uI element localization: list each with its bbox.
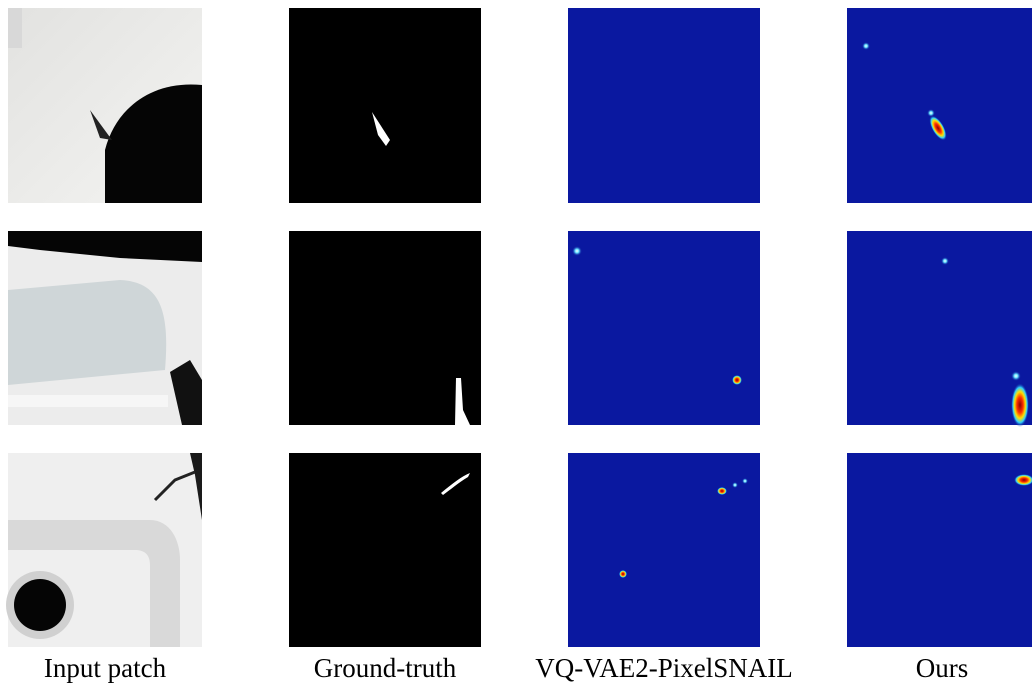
column-label: Ours [916,653,969,683]
page: Input patch Ground-truth VQ-VAE2-PixelSN… [0,0,1032,687]
ours-map-1 [847,8,1032,203]
column-label: Input patch [44,653,167,683]
ours-map-2 [847,231,1032,427]
ground-truth-3 [289,453,481,647]
input-patch-3 [6,453,202,647]
figure: Input patch Ground-truth VQ-VAE2-PixelSN… [0,0,1032,687]
baseline-map-2 [568,231,760,425]
ground-truth-1 [289,8,481,203]
input-patch-1 [8,8,202,203]
column-label: Ground-truth [314,653,457,683]
column-label: VQ-VAE2-PixelSNAIL [535,653,793,683]
baseline-map-1 [568,8,760,203]
baseline-map-3 [568,453,760,647]
ground-truth-2 [289,231,481,425]
input-patch-2 [8,231,202,425]
ours-map-3 [847,453,1032,647]
